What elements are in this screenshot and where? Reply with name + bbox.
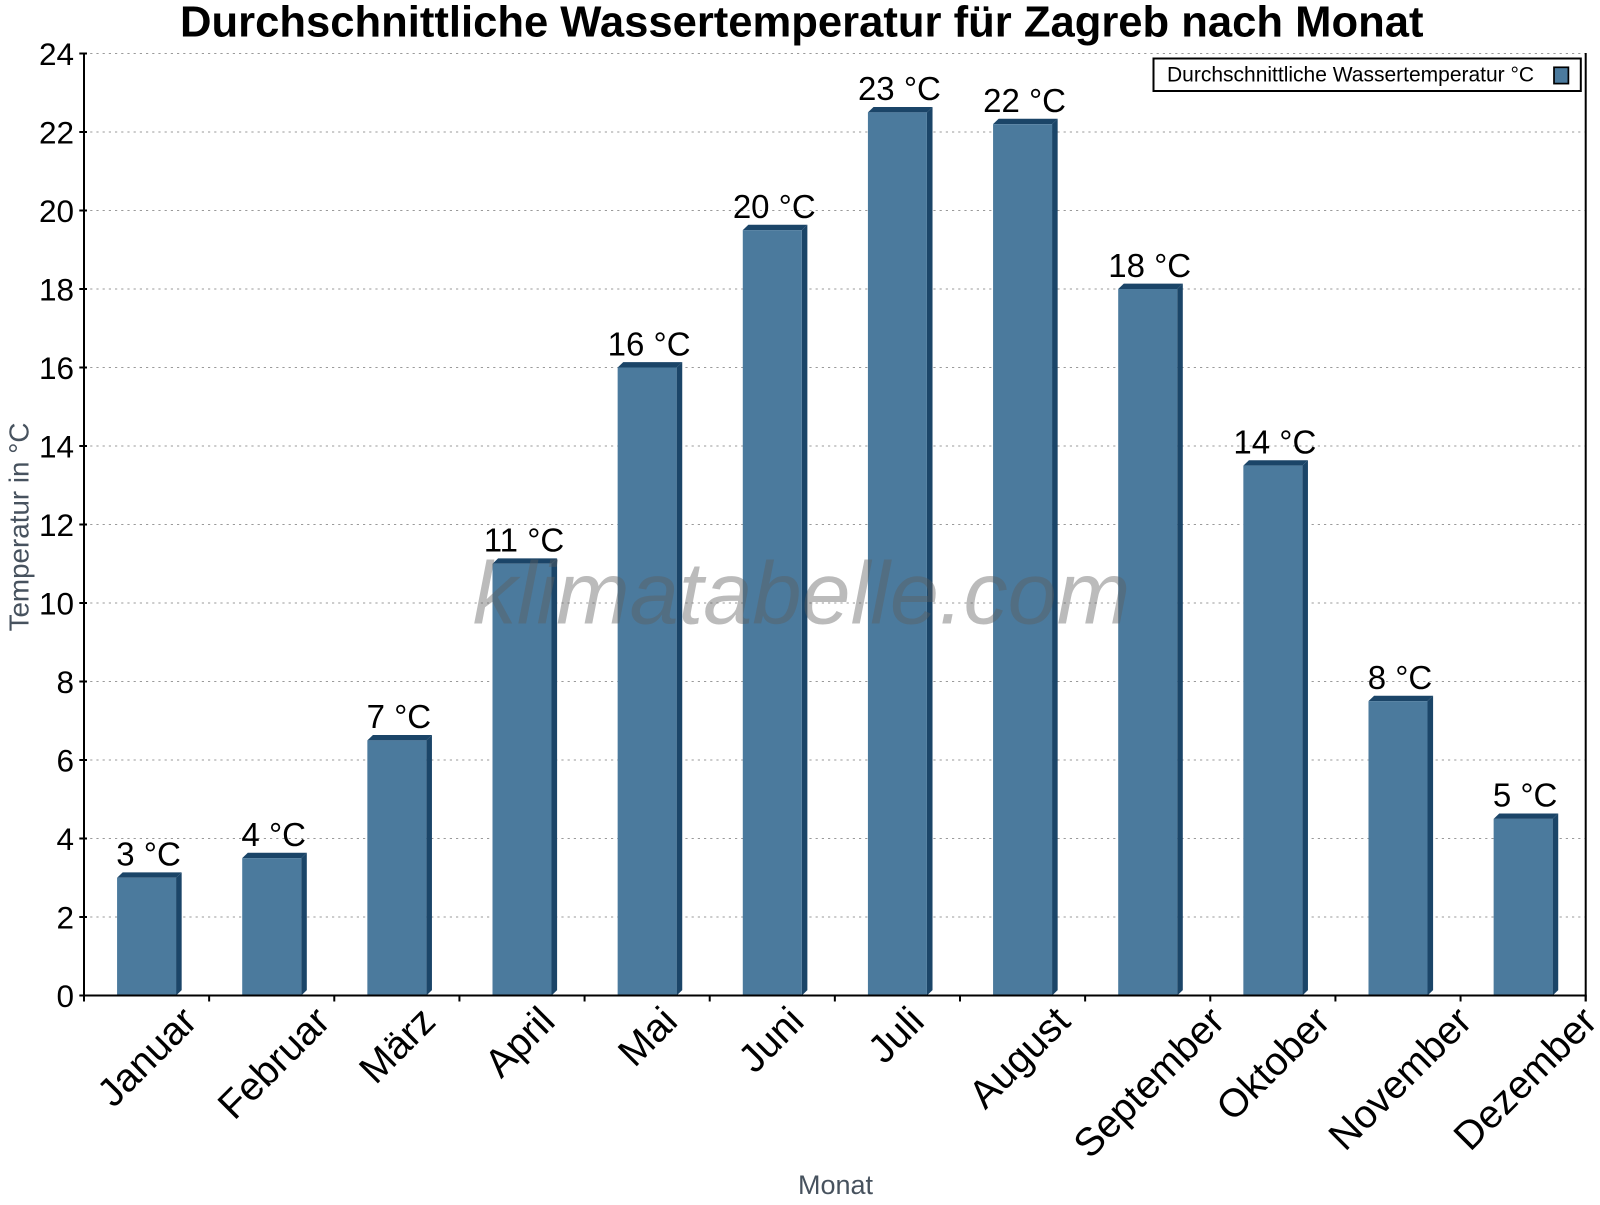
svg-text:12: 12	[39, 507, 74, 543]
svg-text:8: 8	[56, 664, 74, 700]
svg-text:22: 22	[39, 115, 74, 151]
svg-text:20 °C: 20 °C	[733, 188, 816, 225]
svg-text:14: 14	[39, 429, 74, 465]
svg-text:klimatabelle.com: klimatabelle.com	[473, 544, 1131, 643]
svg-text:Temperatur in °C: Temperatur in °C	[3, 423, 34, 632]
svg-text:14 °C: 14 °C	[1233, 423, 1316, 460]
svg-text:5 °C: 5 °C	[1493, 777, 1558, 814]
svg-text:8 °C: 8 °C	[1368, 659, 1433, 696]
svg-text:16: 16	[39, 350, 74, 386]
svg-text:18: 18	[39, 272, 74, 308]
svg-text:0: 0	[56, 978, 74, 1014]
svg-text:Monat: Monat	[798, 1170, 874, 1200]
svg-text:Durchschnittliche Wassertemper: Durchschnittliche Wassertemperatur für Z…	[180, 0, 1423, 46]
svg-text:3 °C: 3 °C	[116, 836, 181, 873]
svg-text:4 °C: 4 °C	[241, 816, 306, 853]
svg-text:10: 10	[39, 586, 74, 622]
svg-text:20: 20	[39, 193, 74, 229]
svg-text:2: 2	[56, 900, 74, 936]
svg-text:24: 24	[39, 36, 74, 72]
svg-text:Durchschnittliche Wassertemper: Durchschnittliche Wassertemperatur °C	[1167, 64, 1534, 87]
svg-text:22 °C: 22 °C	[983, 82, 1066, 119]
svg-text:18 °C: 18 °C	[1108, 247, 1191, 284]
svg-text:16 °C: 16 °C	[608, 325, 691, 362]
svg-text:23 °C: 23 °C	[858, 70, 941, 107]
svg-text:7 °C: 7 °C	[367, 698, 432, 735]
svg-text:11 °C: 11 °C	[484, 522, 564, 559]
svg-text:6: 6	[56, 743, 74, 779]
svg-text:4: 4	[56, 821, 74, 857]
